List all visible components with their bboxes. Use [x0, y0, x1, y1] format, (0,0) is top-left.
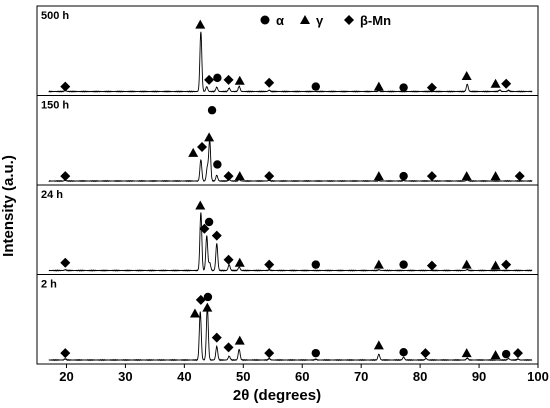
marker-beta-mn — [223, 171, 234, 182]
marker-beta-mn — [60, 81, 71, 92]
panels: 500 h 150 h 24 h 2 h — [36, 5, 539, 365]
marker-beta-mn — [223, 74, 234, 85]
marker-gamma — [461, 348, 472, 358]
x-tick-label: 30 — [118, 369, 132, 384]
marker-gamma — [373, 259, 384, 269]
marker-gamma — [490, 350, 501, 360]
panel-label: 150 h — [41, 100, 69, 112]
marker-beta-mn — [60, 257, 71, 268]
marker-beta-mn — [264, 171, 275, 182]
marker-gamma — [461, 70, 472, 80]
panel-2-h: 2 h — [36, 274, 539, 365]
marker-gamma — [461, 171, 472, 181]
marker-beta-mn — [60, 348, 71, 359]
marker-beta-mn — [426, 260, 437, 271]
marker-beta-mn — [264, 259, 275, 270]
marker-alpha — [399, 83, 408, 92]
series-line-500-h — [48, 31, 533, 93]
marker-alpha — [204, 217, 214, 227]
marker-beta-mn — [514, 171, 525, 182]
marker-beta-mn — [512, 348, 523, 359]
series-line-150-h — [48, 139, 533, 183]
marker-beta-mn — [501, 259, 512, 270]
x-tick-label: 50 — [236, 369, 250, 384]
legend: α γ β-Mn — [260, 13, 391, 28]
marker-gamma — [234, 171, 245, 181]
marker-alpha — [399, 347, 408, 357]
marker-alpha — [311, 82, 320, 91]
marker-alpha — [203, 292, 213, 302]
marker-gamma — [490, 260, 501, 270]
panel-label: 2 h — [41, 279, 57, 291]
marker-gamma — [234, 257, 245, 267]
marker-gamma — [195, 200, 206, 210]
marker-beta-mn — [211, 332, 222, 343]
marker-gamma — [461, 259, 472, 269]
marker-beta-mn — [211, 230, 222, 241]
marker-gamma — [195, 19, 206, 29]
marker-beta-mn — [197, 142, 208, 153]
marker-beta-mn — [223, 342, 234, 353]
marker-beta-mn — [195, 294, 206, 305]
marker-alpha — [399, 171, 408, 181]
marker-gamma — [202, 302, 213, 312]
marker-beta-mn — [60, 171, 71, 182]
x-tick-label: 60 — [295, 369, 309, 384]
marker-alpha — [311, 348, 320, 358]
marker-beta-mn — [223, 254, 234, 265]
y-axis-label: Intensity (a.u.) — [0, 155, 17, 257]
marker-beta-mn — [204, 74, 215, 85]
panel-label: 500 h — [41, 10, 69, 22]
marker-alpha — [399, 260, 408, 269]
x-axis: 20 30 40 50 60 70 80 90 100 — [59, 364, 549, 384]
marker-gamma — [490, 171, 501, 181]
x-tick-label: 100 — [527, 369, 549, 384]
marker-gamma — [373, 171, 384, 181]
marker-beta-mn — [264, 348, 275, 359]
legend-marker-alpha — [260, 15, 270, 25]
marker-gamma — [234, 75, 245, 85]
x-tick-label: 20 — [59, 369, 73, 384]
legend-label: γ — [316, 13, 324, 28]
x-tick-label: 90 — [472, 369, 486, 384]
panel-frame — [36, 274, 539, 365]
legend-marker-gamma — [300, 15, 310, 24]
marker-alpha — [207, 106, 217, 115]
legend-label: α — [276, 13, 284, 28]
marker-alpha — [311, 260, 320, 269]
x-tick-label: 80 — [413, 369, 427, 384]
marker-alpha — [213, 160, 222, 169]
panel-label: 24 h — [41, 189, 63, 201]
marker-beta-mn — [199, 223, 210, 234]
marker-beta-mn — [501, 78, 512, 89]
marker-alpha — [501, 349, 511, 359]
panel-150-h: 150 h — [36, 95, 539, 186]
marker-gamma — [189, 308, 200, 318]
marker-beta-mn — [420, 348, 431, 359]
marker-gamma — [188, 147, 199, 157]
marker-beta-mn — [264, 77, 275, 88]
legend-label: β-Mn — [360, 13, 391, 28]
marker-alpha — [213, 73, 222, 83]
marker-gamma — [490, 78, 501, 88]
x-tick-label: 70 — [354, 369, 368, 384]
marker-beta-mn — [426, 82, 437, 93]
marker-gamma — [373, 81, 384, 91]
x-axis-label: 2θ (degrees) — [233, 387, 321, 404]
series-line-24-h — [48, 212, 533, 272]
series-line-2-h — [48, 307, 533, 362]
legend-marker-beta-mn — [344, 15, 354, 25]
marker-gamma — [204, 132, 215, 142]
marker-gamma — [234, 335, 245, 345]
marker-gamma — [373, 340, 384, 350]
x-tick-label: 40 — [177, 369, 191, 384]
marker-beta-mn — [426, 171, 437, 182]
panel-24-h: 24 h — [36, 184, 539, 275]
